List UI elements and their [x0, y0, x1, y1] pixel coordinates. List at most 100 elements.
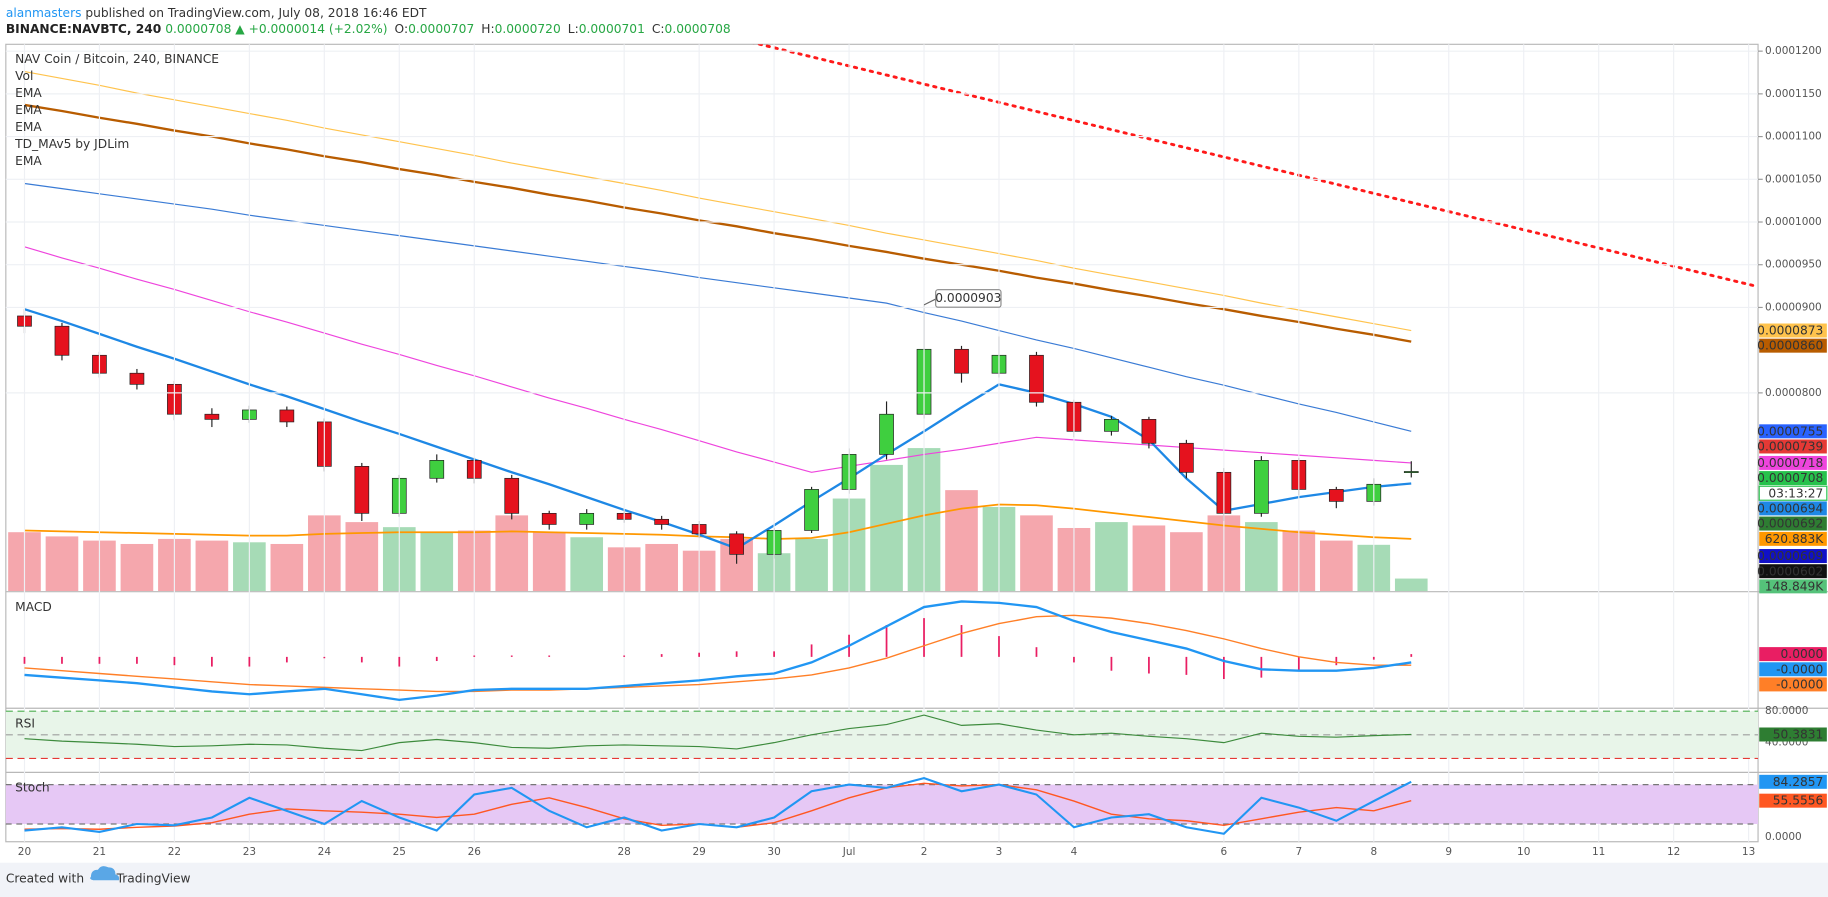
volume-bar: [1095, 522, 1128, 592]
candle-body: [579, 512, 595, 525]
y-tick-label: 0.0001150: [1765, 88, 1822, 100]
x-tick-label: 12: [1667, 846, 1680, 858]
volume-bar: [1170, 532, 1203, 592]
y-tick-label: 80.0000: [1765, 705, 1808, 717]
footer-text: Created with: [6, 872, 84, 886]
x-tick-label: 11: [1592, 846, 1605, 858]
price-tag-label: -0.0000: [1776, 678, 1823, 692]
price-tag-label: 0.0000860: [1757, 339, 1823, 353]
y-tick-label: 0.0000800: [1765, 387, 1822, 399]
ohlc-label: L:: [568, 22, 579, 36]
volume-bar: [1245, 522, 1278, 592]
legend-entry: EMA: [15, 154, 42, 168]
volume-ma: [24, 503, 1412, 540]
footer-brand[interactable]: TradingView: [116, 872, 191, 886]
candle-body: [1179, 442, 1194, 473]
price-tag: [1759, 677, 1827, 692]
countdown-label: 03:13:27: [1768, 486, 1823, 500]
price-tag-label: 0.0000708: [1757, 471, 1823, 485]
candle-body: [1104, 419, 1119, 432]
volume-bar: [1132, 525, 1166, 592]
candle-body: [729, 533, 744, 555]
x-tick-label: 6: [1221, 846, 1228, 858]
x-tick-label: 3: [996, 846, 1003, 858]
y-tick-label: 0.0001000: [1765, 216, 1822, 228]
price-tag-label: 84.2857: [1773, 775, 1824, 789]
x-tick-label: 28: [618, 846, 631, 858]
volume-bar: [195, 540, 229, 592]
ema-line: [24, 71, 1412, 332]
candle-body: [1254, 460, 1269, 514]
price-tag: [1759, 647, 1827, 662]
ohlc-label: C:: [652, 22, 665, 36]
change: ▲ +0.0000014 (+2.02%): [235, 22, 387, 36]
price-tag-label: 0.0000739: [1757, 440, 1823, 454]
price-tag: [1759, 501, 1827, 516]
candle-body: [541, 512, 557, 525]
ohlc-value: 0.0000708: [665, 22, 731, 36]
legend-entry: Vol: [15, 69, 33, 83]
candle-body: [804, 489, 819, 531]
panel-title: RSI: [15, 716, 35, 730]
price-tag: [1759, 793, 1827, 808]
callout-pointer: [923, 298, 936, 306]
price-tag: [1759, 564, 1827, 579]
y-tick-label: 0.0001100: [1765, 131, 1822, 143]
x-tick-label: 30: [767, 846, 780, 858]
x-tick-label: 20: [18, 846, 31, 858]
price-tag: [1759, 774, 1827, 789]
x-tick-label: 21: [93, 846, 106, 858]
price-tag: [1759, 424, 1827, 439]
price-tag-label: 0.0000694: [1757, 501, 1823, 515]
price-tag: [1759, 531, 1827, 546]
volume-bar: [120, 543, 154, 592]
price-tag-label: 0.0000602: [1757, 564, 1823, 578]
candle-body: [129, 372, 145, 385]
stoch-k: [24, 776, 1412, 835]
ohlc-value: 0.0000720: [495, 22, 561, 36]
ema-line: [24, 182, 1412, 432]
x-tick-label: 4: [1071, 846, 1078, 858]
x-tick-label: 9: [1445, 846, 1452, 858]
price-tag-label: 0.0000609: [1757, 549, 1823, 563]
volume-bar: [795, 538, 828, 592]
tradingview-logo: [90, 866, 120, 881]
ohlc-value: 0.0000701: [579, 22, 645, 36]
price-tag-label: 0.0000718: [1757, 456, 1823, 470]
x-tick-label: 26: [468, 846, 482, 858]
x-tick-label: 25: [393, 846, 406, 858]
price-tag-label: 50.3831: [1773, 728, 1824, 742]
legend-entry: EMA: [15, 120, 42, 134]
volume-bar: [570, 537, 604, 592]
ohlc-label: H:: [481, 22, 494, 36]
price-tag: [1759, 662, 1827, 677]
user[interactable]: alanmasters: [6, 5, 82, 19]
price-tag-label: 0.0000692: [1757, 517, 1823, 531]
candle-body: [879, 413, 894, 455]
macd-signal: [24, 614, 1412, 693]
price-tag-label: 620.883K: [1765, 532, 1825, 546]
published: published on TradingView.com, July 08, 2…: [82, 5, 428, 19]
macd-line: [24, 600, 1412, 702]
volume-bar: [420, 532, 454, 592]
legend-entry: EMA: [15, 86, 42, 100]
ohlc-label: O:: [395, 22, 409, 36]
rsi-line: [24, 714, 1412, 752]
trendline: [753, 44, 1759, 289]
ohlc-value: 0.0000707: [408, 22, 474, 36]
header-line-2: BINANCE:NAVBTC, 240 0.0000708 ▲ +0.00000…: [6, 22, 731, 36]
price-tag-label: -0.0000: [1776, 662, 1823, 676]
volume-bar: [270, 543, 304, 592]
price-tag-label: 0.0000: [1781, 647, 1824, 661]
volume-bar: [645, 543, 678, 592]
legend-entry: TD_MAv5 by JDLim: [14, 137, 129, 151]
price-tag-label: 148.849K: [1765, 579, 1825, 593]
price-tag-label: 0.0000873: [1757, 324, 1823, 338]
last-price: 0.0000708: [165, 22, 231, 36]
y-tick-label: 0.0000900: [1765, 301, 1822, 313]
candle-body: [279, 409, 295, 423]
candle-body: [1141, 419, 1157, 444]
volume-bar: [1319, 540, 1353, 592]
x-tick-label: 10: [1517, 846, 1530, 858]
